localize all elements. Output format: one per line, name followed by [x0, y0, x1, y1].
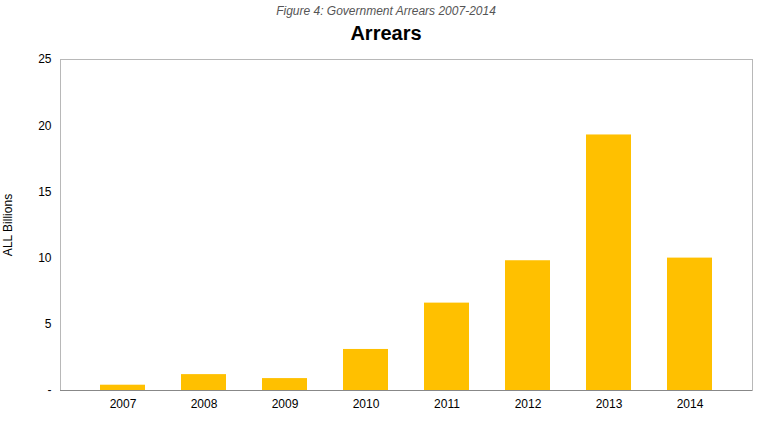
svg-text:2012: 2012 — [515, 397, 542, 411]
html-text:Arrears: Arrears — [350, 22, 422, 44]
svg-text:10: 10 — [38, 251, 52, 265]
svg-text:ALL Billions: ALL Billions — [1, 194, 15, 256]
svg-text:5: 5 — [45, 317, 52, 331]
svg-text:25: 25 — [38, 52, 52, 66]
svg-text:20: 20 — [38, 119, 52, 133]
svg-text:2008: 2008 — [191, 397, 218, 411]
svg-text:2007: 2007 — [110, 397, 137, 411]
svg-text:2013: 2013 — [596, 397, 623, 411]
svg-text:2014: 2014 — [677, 397, 704, 411]
svg-text:-: - — [48, 383, 52, 397]
svg-text:2010: 2010 — [353, 397, 380, 411]
svg-text:15: 15 — [38, 185, 52, 199]
html-text:Figure 4: Government Arrears 2: Figure 4: Government Arrears 2007-2014 — [276, 4, 496, 18]
svg-text:2009: 2009 — [272, 397, 299, 411]
svg-text:2011: 2011 — [434, 397, 460, 411]
